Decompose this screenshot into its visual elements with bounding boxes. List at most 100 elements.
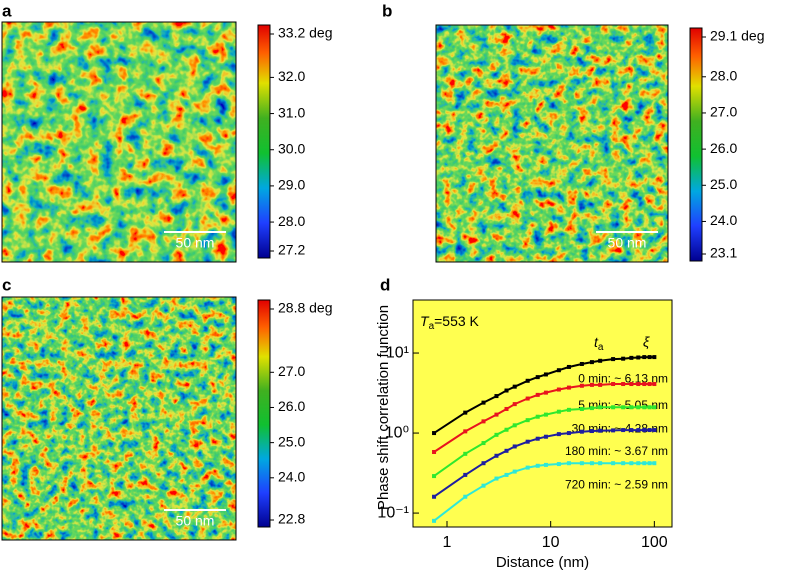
annotation-subscript: a xyxy=(429,321,435,332)
data-point xyxy=(598,382,603,387)
data-point xyxy=(598,358,603,363)
data-point xyxy=(556,368,561,373)
data-point xyxy=(494,432,499,437)
data-point xyxy=(579,406,584,411)
data-point xyxy=(621,356,626,361)
panel-label: b xyxy=(382,1,392,20)
data-point xyxy=(512,444,517,449)
data-point xyxy=(525,378,530,383)
data-point xyxy=(636,428,641,433)
annotation-symbol: t xyxy=(594,334,599,350)
colorbar-tick-label: 27.0 xyxy=(278,363,305,379)
colorbar-tick-label: 32.0 xyxy=(278,68,305,84)
panel-label: a xyxy=(2,1,12,20)
data-point xyxy=(543,390,548,395)
data-point xyxy=(611,357,616,362)
colorbar-tick-label: 26.0 xyxy=(278,398,305,414)
data-point xyxy=(525,465,530,470)
data-point xyxy=(629,355,634,360)
data-point xyxy=(642,461,647,466)
annotation: ta xyxy=(594,334,604,353)
data-point xyxy=(463,472,468,477)
scale-bar-label: 50 nm xyxy=(176,513,215,529)
data-point xyxy=(647,428,652,433)
data-point xyxy=(598,428,603,433)
data-point xyxy=(512,384,517,389)
data-point xyxy=(598,461,603,466)
data-point xyxy=(512,423,517,428)
scale-bar-label: 50 nm xyxy=(608,235,647,251)
data-point xyxy=(512,469,517,474)
data-point xyxy=(543,412,548,417)
data-point xyxy=(481,483,486,488)
colorbar-tick-label: 31.0 xyxy=(278,104,305,120)
data-point xyxy=(629,461,634,466)
scale-bar-label: 50 nm xyxy=(176,235,215,251)
data-point xyxy=(556,432,561,437)
colorbar xyxy=(257,299,271,528)
image-frame xyxy=(1,21,237,263)
data-point xyxy=(494,476,499,481)
series-label: 0 min: ~ 6.13 nm xyxy=(578,371,668,385)
data-point xyxy=(621,382,626,387)
colorbar-tick-label: 29.1 deg xyxy=(710,28,765,44)
panel-label: d xyxy=(380,275,390,294)
colorbar-tick-label: 25.0 xyxy=(278,433,305,449)
data-point xyxy=(579,429,584,434)
data-point xyxy=(566,385,571,390)
panel-label: c xyxy=(2,275,11,294)
data-point xyxy=(652,461,657,466)
colorbar-tick-label: 30.0 xyxy=(278,140,305,156)
data-point xyxy=(566,431,571,436)
data-point xyxy=(525,439,530,444)
data-point xyxy=(432,474,437,479)
image-frame xyxy=(435,24,669,263)
data-point xyxy=(525,418,530,423)
data-point xyxy=(494,412,499,417)
data-point xyxy=(598,405,603,410)
afm-image xyxy=(2,297,236,540)
x-tick-label: 10 xyxy=(542,534,560,551)
data-point xyxy=(535,414,540,419)
colorbar-tick-label: 33.2 deg xyxy=(278,25,333,41)
data-point xyxy=(611,461,616,466)
afm-image xyxy=(1,21,237,263)
afm-image xyxy=(436,25,668,262)
data-point xyxy=(589,382,594,387)
data-point xyxy=(463,429,468,434)
colorbar-tick-label: 27.2 xyxy=(278,242,305,258)
data-point xyxy=(481,441,486,446)
data-point xyxy=(432,449,437,454)
data-point xyxy=(566,364,571,369)
data-point xyxy=(589,406,594,411)
colorbar-tick-label: 24.0 xyxy=(710,212,737,228)
data-point xyxy=(504,472,509,477)
y-tick-label: 10⁰ xyxy=(385,424,409,441)
data-point xyxy=(535,375,540,380)
data-point xyxy=(652,382,657,387)
data-point xyxy=(535,463,540,468)
data-point xyxy=(432,518,437,523)
colorbar-tick-label: 28.8 deg xyxy=(278,300,333,316)
column-header: ξ xyxy=(643,334,650,350)
colorbar-tick-label: 27.0 xyxy=(710,104,737,120)
data-point xyxy=(611,405,616,410)
data-point xyxy=(494,394,499,399)
data-point xyxy=(647,405,652,410)
data-point xyxy=(543,462,548,467)
data-point xyxy=(481,400,486,405)
data-point xyxy=(642,405,647,410)
data-point xyxy=(432,494,437,499)
data-point xyxy=(629,382,634,387)
data-point xyxy=(636,405,641,410)
data-point xyxy=(621,428,626,433)
x-tick-label: 100 xyxy=(641,534,668,551)
data-point xyxy=(647,461,652,466)
colorbar-tick-label: 22.8 xyxy=(278,511,305,527)
x-tick-label: 1 xyxy=(443,534,452,551)
data-point xyxy=(556,462,561,467)
data-point xyxy=(463,410,468,415)
data-point xyxy=(642,355,647,360)
y-tick-label: 10¹ xyxy=(386,344,409,361)
